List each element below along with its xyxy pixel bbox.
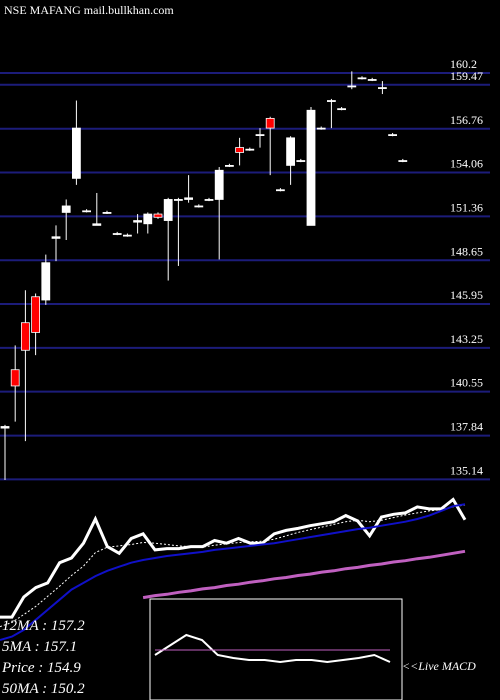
candle-body [143, 213, 153, 225]
candle-body [102, 212, 112, 214]
candle-body [357, 77, 367, 80]
candle-body [204, 199, 214, 201]
macd-box [149, 598, 403, 700]
series-line [154, 633, 391, 664]
candle-body [245, 148, 255, 151]
candle-body [326, 100, 336, 102]
y-tick-label: 143.25 [450, 332, 483, 346]
candle-body [255, 134, 265, 136]
chart-title: NSE MAFANG mail.bullkhan.com [4, 3, 174, 17]
candle-body [377, 87, 387, 89]
candle-body [82, 210, 91, 213]
candle-body [20, 322, 30, 351]
candle-body [347, 85, 357, 88]
y-tick-label: 148.65 [450, 244, 483, 258]
candle-body [112, 233, 122, 235]
candle-body [173, 199, 183, 201]
series-line [0, 497, 467, 619]
candle-body [92, 223, 102, 226]
y-tick-label: 156.76 [450, 113, 483, 127]
candle-body [41, 262, 51, 301]
candle-body [31, 296, 41, 333]
legend-entry: 12MA : 157.2 [2, 618, 85, 634]
candle-body [123, 234, 132, 237]
candle-body [316, 127, 326, 130]
candle-body [388, 134, 398, 136]
series-line [0, 503, 466, 641]
macd-label: <<Live MACD [402, 659, 476, 673]
candle-body [224, 165, 234, 167]
candle-body [10, 369, 20, 387]
candle-body [61, 205, 71, 213]
candle-body [153, 213, 163, 218]
candle-body [194, 205, 204, 208]
candle-body [51, 236, 61, 239]
legend-entry: Price : 154.9 [1, 660, 81, 676]
y-tick-label: 137.84 [450, 420, 483, 434]
legend-entry: 50MA : 150.2 [2, 681, 85, 697]
candle-body [367, 79, 377, 81]
candle-body [265, 117, 275, 129]
y-tick-label: 135.14 [450, 463, 483, 477]
y-tick-label: 151.36 [450, 200, 483, 214]
y-tick-label: 159.47 [450, 69, 483, 83]
series-line [142, 549, 466, 600]
y-tick-label: 140.55 [450, 376, 483, 390]
candle-body [163, 199, 173, 221]
candle-body [337, 108, 347, 111]
y-tick-label: 160.2 [450, 57, 477, 71]
candle-body [398, 160, 408, 162]
candle-body [214, 169, 224, 200]
candle-body [275, 189, 285, 192]
y-tick-label: 154.06 [450, 157, 483, 171]
candle-body [0, 426, 10, 429]
candle-body [296, 160, 306, 162]
y-tick-label: 145.95 [450, 288, 483, 302]
series-line [0, 504, 466, 628]
candle-body [184, 197, 194, 200]
candle-body [72, 127, 81, 179]
candle-body [286, 137, 296, 166]
candle-body [235, 147, 245, 153]
candle-body [133, 220, 143, 223]
candle-body [306, 109, 316, 226]
legend-entry: 5MA : 157.1 [2, 639, 77, 655]
